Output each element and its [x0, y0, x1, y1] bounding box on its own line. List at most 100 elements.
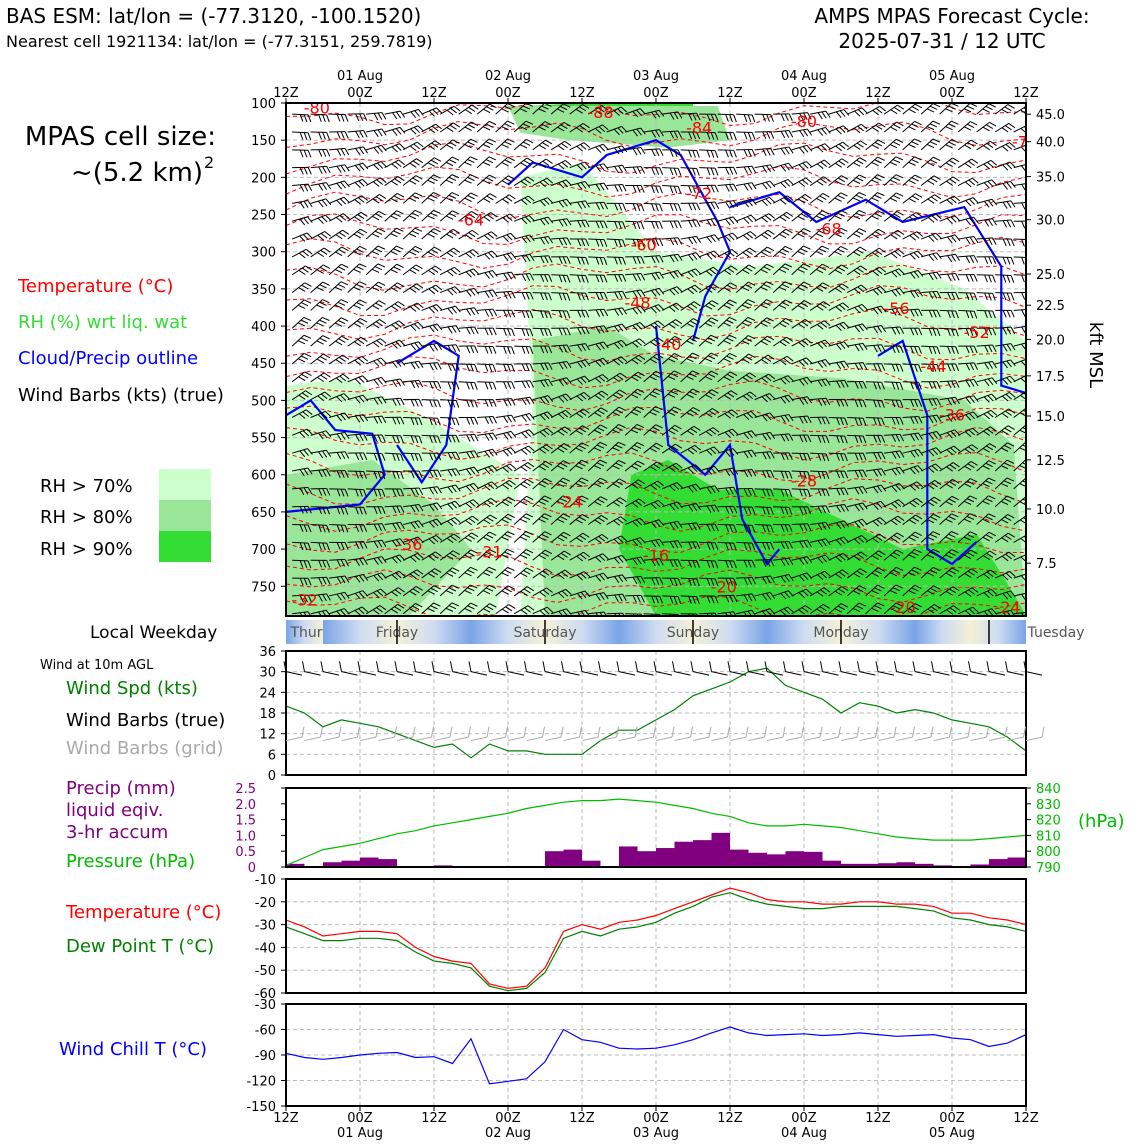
wind-barb-flag [372, 216, 379, 220]
wind-barb-flag [856, 231, 863, 234]
wind-barb [477, 382, 496, 390]
wind-barb-flag [449, 195, 456, 198]
wind-barb-flag [489, 157, 496, 160]
wind-barb-flag [835, 163, 841, 167]
wind-barb-flag [844, 110, 849, 116]
wind-barb-flag [376, 322, 382, 326]
wind-barb-flag [358, 339, 364, 343]
wind-barb-flag [542, 143, 549, 147]
wind-barb [422, 400, 441, 408]
wind-barb-flag [434, 229, 441, 232]
wind-barb [311, 183, 331, 191]
wind-barb [440, 248, 460, 257]
wind-barb-flag [319, 167, 323, 174]
wind-barb-flag [434, 158, 441, 162]
wind-barb-flag [893, 160, 900, 163]
wind-barb [311, 166, 331, 173]
wind-barb [459, 250, 479, 259]
wind-barb [866, 157, 885, 168]
wind-barb-flag [783, 232, 790, 236]
wind-barb-flag [411, 112, 416, 118]
wind-barb-flag [327, 132, 330, 139]
wind-barb-flag [467, 364, 470, 371]
wind-barb [348, 300, 367, 311]
wind-barb-flag [785, 246, 792, 249]
wind-barb-flag [707, 237, 712, 243]
wind-barb-flag [323, 167, 327, 174]
wind-barb-flag [483, 127, 490, 130]
wind-barb-flag [475, 364, 478, 371]
wind-barb [329, 264, 348, 275]
wind-barb [366, 145, 386, 153]
wind-barb [385, 111, 405, 119]
wind-barb [847, 141, 867, 150]
wind-barb [292, 132, 311, 140]
wind-barb [292, 233, 312, 241]
wind-barb-flag [521, 484, 528, 488]
wind-barb-flag [491, 232, 497, 237]
wind-barb-flag [750, 232, 756, 237]
wind-barb [477, 290, 497, 298]
wind-barb [607, 165, 627, 173]
wind-barb-flag [471, 193, 478, 196]
wind-barb-flag [485, 273, 490, 279]
wind-barb-flag [678, 221, 681, 228]
wind-barb-flag [711, 202, 715, 209]
wind-barb [366, 358, 386, 366]
wind-barb [311, 282, 330, 293]
wind-barb-flag [546, 159, 552, 163]
wind-barb-flag [841, 193, 848, 196]
wind-barb [385, 283, 404, 293]
wind-barb [662, 203, 681, 211]
wind-barb-flag [696, 253, 701, 259]
wind-barb [496, 233, 516, 241]
wind-barb-shaft [477, 194, 490, 204]
wind-barb-flag [799, 148, 804, 154]
wind-barb [440, 306, 460, 314]
wind-barb-flag [434, 247, 441, 251]
wind-barb [440, 211, 459, 221]
wind-barb-flag [734, 115, 737, 122]
wind-barb-flag [748, 167, 752, 174]
wind-barb [866, 106, 886, 115]
wind-barb-flag [893, 177, 900, 180]
wind-barb-flag [678, 186, 681, 193]
wind-barb-flag [914, 252, 919, 257]
wind-barb-flag [652, 168, 655, 175]
wind-barb-flag [652, 186, 655, 193]
wind-barb-flag [493, 365, 496, 372]
wind-barb-shaft [514, 531, 526, 542]
wind-barb-flag [303, 235, 308, 240]
wind-barb [699, 150, 718, 158]
wind-barb-flag [335, 269, 342, 272]
wind-barb-flag [752, 183, 756, 189]
wind-barb-flag [375, 267, 382, 270]
wind-barb-flag [726, 202, 730, 208]
wind-barb-flag [604, 164, 609, 170]
wind-barb-flag [678, 168, 681, 175]
wind-barb-flag [299, 270, 305, 274]
wind-barb-flag [504, 273, 508, 279]
wind-barb-flag [751, 215, 756, 220]
wind-barb-flag [391, 306, 397, 310]
wind-barb [718, 217, 738, 225]
wind-barb-flag [308, 150, 311, 157]
wind-barb-flag [397, 193, 404, 197]
wind-barb-flag [890, 198, 897, 201]
wind-barb-flag [456, 382, 459, 389]
wind-barb-flag [744, 184, 748, 190]
wind-barb-flag [467, 177, 474, 180]
wind-barb-flag [467, 435, 470, 442]
wind-barb-flag [780, 200, 786, 205]
wind-barb-flag [752, 150, 755, 157]
wind-barb-flag [725, 219, 730, 225]
wind-barb-flag [377, 340, 383, 345]
wind-barb-flag [859, 210, 866, 213]
wind-barb-flag [317, 359, 324, 363]
wind-barb [477, 309, 496, 316]
wind-barb-flag [410, 146, 416, 151]
wind-barb-flag [377, 163, 382, 168]
wind-barb-flag [467, 160, 474, 163]
wind-barb-flag [761, 252, 768, 256]
cell-size-line2: ~(5.2 km) [71, 158, 203, 188]
